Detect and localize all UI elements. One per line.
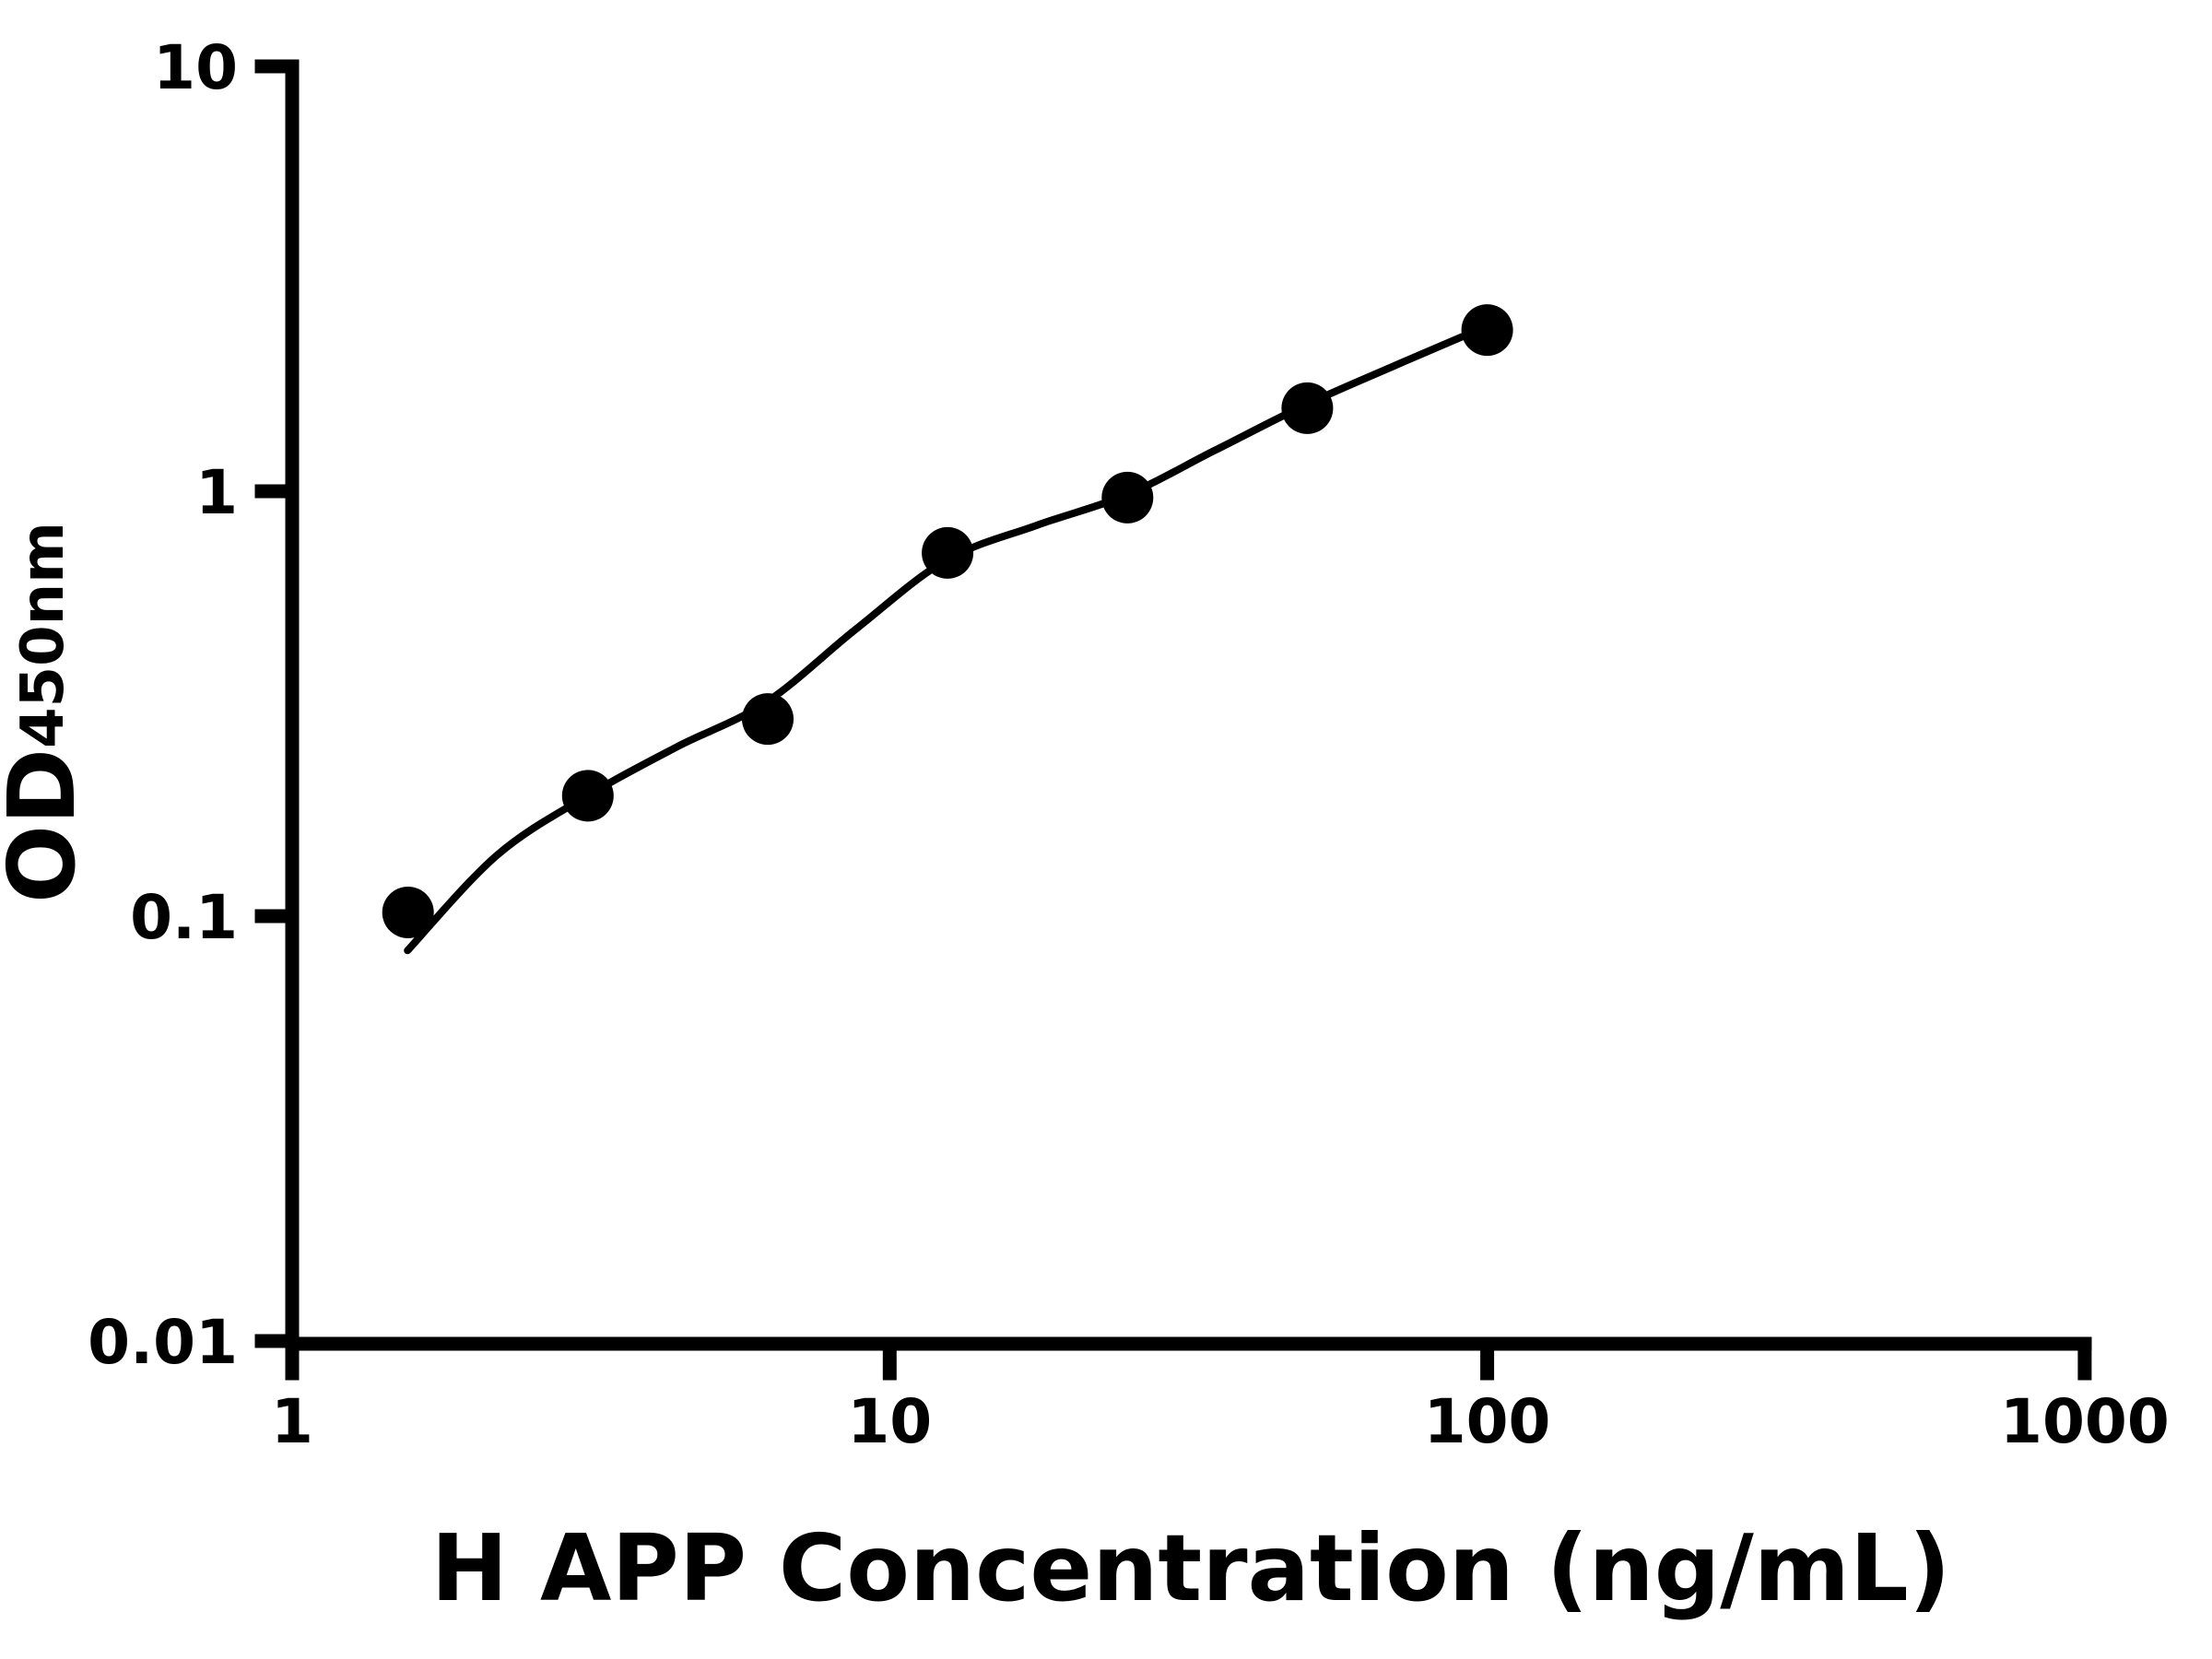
data-point-6: [1281, 382, 1334, 434]
y-axis-tick-labels: 10 1 0.1 0.01: [88, 32, 238, 1378]
data-points: [382, 304, 1513, 938]
y-tick-label-0.01: 0.01: [88, 1307, 238, 1378]
x-tick-label-1000: 1000: [2000, 1386, 2170, 1457]
x-axis-title: H APP Concentration (ng/mL): [431, 1514, 1951, 1622]
y-axis-title: OD450nm: [0, 522, 96, 903]
data-point-1: [382, 887, 434, 938]
y-tick-label-10: 10: [153, 32, 238, 103]
y-axis-title-subscript: 450nm: [9, 522, 77, 748]
y-tick-label-1: 1: [195, 457, 238, 528]
x-tick-label-10: 10: [847, 1386, 932, 1457]
axes: [254, 59, 2092, 1381]
data-point-2: [561, 770, 614, 822]
x-tick-label-1: 1: [271, 1386, 313, 1457]
data-point-5: [1101, 471, 1154, 524]
x-tick-label-100: 100: [1424, 1386, 1551, 1457]
data-point-3: [742, 693, 794, 746]
data-point-7: [1461, 304, 1513, 357]
data-point-4: [922, 526, 974, 579]
y-axis-title-main: OD: [0, 748, 96, 903]
y-tick-label-0.1: 0.1: [130, 882, 238, 953]
x-axis-tick-labels: 1 10 100 1000: [271, 1386, 2170, 1457]
